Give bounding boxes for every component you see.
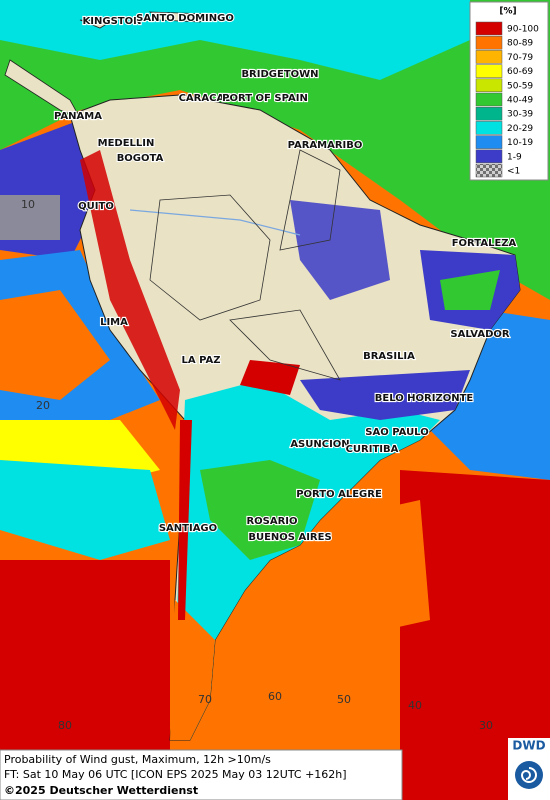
logo: DWD [508, 738, 550, 800]
city-label: BUENOS AIRES [248, 532, 331, 543]
land-patagonia [170, 600, 215, 740]
land-pampa [200, 460, 320, 560]
legend-swatch [475, 149, 503, 164]
field-atlantic-south [400, 470, 550, 800]
city-label: BRIDGETOWN [241, 69, 318, 80]
grid-label: 60 [268, 690, 282, 703]
andes-south [178, 420, 192, 620]
caption-box [0, 749, 403, 800]
field-low [0, 195, 60, 240]
field-atlantic-orange [330, 500, 430, 640]
legend-swatch [475, 135, 503, 149]
city-label: ROSARIO [246, 516, 297, 527]
city-label: PORT OF SPAIN [222, 93, 308, 104]
grid-label: 10 [21, 198, 35, 211]
legend-label: 90-100 [507, 25, 539, 35]
field-pacific-orange [0, 290, 110, 400]
legend: [%] 90-100 80-89 70-79 60-69 50-59 40-49 30-39… [469, 1, 549, 181]
andes [80, 150, 180, 430]
logo-text: DWD [512, 739, 545, 753]
grid-label: 20 [36, 399, 50, 412]
city-label: PORTO ALEGRE [296, 489, 382, 500]
field-north-cyan [0, 0, 470, 80]
copyright: ©2025 Deutscher Wetterdienst [4, 784, 198, 797]
legend-label: <1 [507, 167, 520, 177]
legend-title: [%] [499, 7, 516, 17]
caption-line: Probability of Wind gust, Maximum, 12h >… [4, 753, 271, 766]
legend-swatch [475, 106, 503, 121]
legend-swatch [475, 78, 503, 93]
city-label: FORTALEZA [452, 238, 517, 249]
islands [79, 11, 212, 29]
city-label: CARACAS [179, 93, 232, 104]
borders [149, 149, 341, 381]
legend-label: 20-29 [507, 124, 533, 134]
land-chaco [240, 360, 300, 395]
legend-label: 60-69 [507, 67, 533, 77]
city-label: PARAMARIBO [288, 140, 363, 151]
grid-label: 50 [337, 693, 351, 706]
grid-labels: 10 20 80 70 60 50 40 30 [21, 198, 493, 732]
city-label: MEDELLIN [98, 138, 155, 149]
grid-label: 70 [198, 693, 212, 706]
legend-label: 50-59 [507, 81, 533, 91]
city-label: KINGSTON [83, 16, 142, 27]
land-northeast-green [440, 270, 500, 310]
logo-swirl [520, 767, 537, 783]
legend-label: 70-79 [507, 53, 533, 63]
river [129, 209, 301, 236]
legend-swatch [475, 35, 503, 50]
grid-label: 30 [479, 719, 493, 732]
city-label: BOGOTA [117, 153, 164, 164]
legend-swatch [475, 50, 503, 64]
city-label: SAO PAULO [365, 427, 428, 438]
legend-swatch [475, 92, 503, 107]
legend-label: 30-39 [507, 110, 533, 120]
city-label: BELO HORIZONTE [375, 393, 474, 404]
field-pacific-cyan [0, 460, 170, 560]
city-label: SANTIAGO [159, 523, 217, 534]
city-label: PANAMA [54, 111, 102, 122]
legend-swatch [475, 21, 503, 36]
city-label: ASUNCION [290, 439, 349, 450]
legend-label: 80-89 [507, 39, 533, 49]
city-label: BRASILIA [363, 351, 415, 362]
city-label: SANTO DOMINGO [136, 13, 234, 24]
legend-label: 10-19 [507, 138, 533, 148]
central-america [4, 59, 81, 119]
caption: Probability of Wind gust, Maximum, 12h >… [0, 749, 403, 800]
amazon-cells [290, 200, 390, 300]
caption-line: FT: Sat 10 May 06 UTC [ICON EPS 2025 May… [4, 768, 347, 781]
city-label: LIMA [100, 317, 128, 328]
city-label: SALVADOR [450, 329, 510, 340]
legend-swatch [475, 64, 503, 78]
field-pacific-south [0, 560, 170, 750]
grid-label: 80 [58, 719, 72, 732]
grid-label: 40 [408, 699, 422, 712]
legend-swatch [475, 163, 503, 178]
city-label: LA PAZ [182, 355, 221, 366]
legend-label: 40-49 [507, 96, 533, 106]
legend-swatch [475, 121, 503, 135]
field-north [0, 0, 550, 300]
legend-label: 1-9 [507, 152, 522, 162]
city-label: CURITIBA [346, 444, 399, 455]
land-southeast [300, 370, 470, 420]
city-label: QUITO [78, 201, 114, 212]
